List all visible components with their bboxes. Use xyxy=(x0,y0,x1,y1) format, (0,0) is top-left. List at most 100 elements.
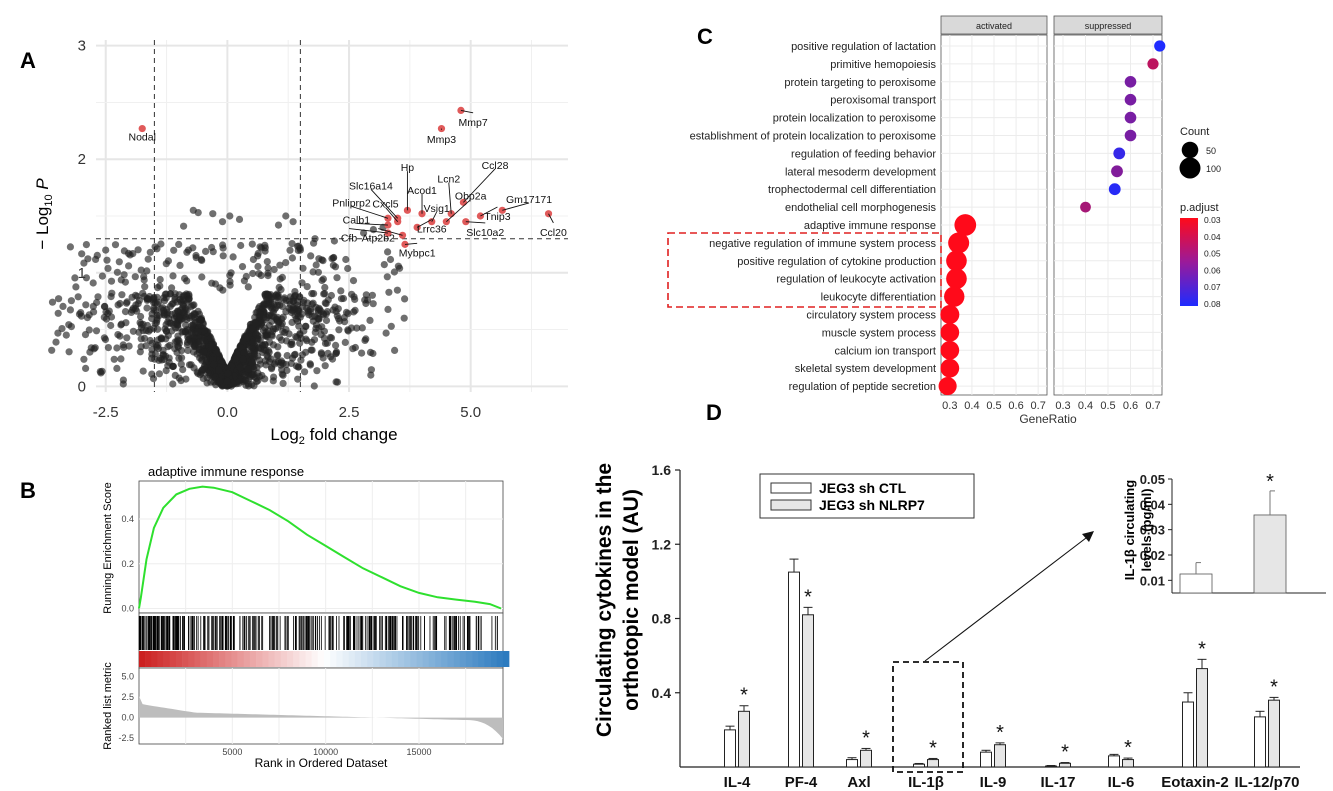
facet-strip-label: suppressed xyxy=(1085,21,1132,31)
dotplot-term-label: leukocyte differentiation xyxy=(821,292,936,304)
volcano-x-tick-label: 0.0 xyxy=(217,404,238,421)
volcano-point xyxy=(274,343,282,351)
volcano-point xyxy=(219,286,227,294)
gsea-heat-cell xyxy=(323,651,331,667)
volcano-y-tick-label: 1 xyxy=(78,265,86,282)
facet-strip xyxy=(940,15,1048,35)
gsea-metric-panel xyxy=(138,667,504,745)
volcano-point xyxy=(148,370,156,378)
gsea-title: adaptive immune response xyxy=(148,464,304,479)
volcano-gene-label: Mybpc1 xyxy=(399,247,436,259)
gsea-x-tick: 10000 xyxy=(313,747,338,757)
volcano-label-connector xyxy=(385,207,399,222)
dotplot-x-label: GeneRatio xyxy=(1019,412,1077,426)
volcano-point xyxy=(252,330,260,338)
cytokine-category-label: Axl xyxy=(847,774,870,791)
gsea-x-tick: 15000 xyxy=(406,747,431,757)
gsea-heat-cell xyxy=(484,651,491,667)
volcano-point xyxy=(239,355,247,363)
volcano-point xyxy=(289,218,297,226)
volcano-point xyxy=(168,327,176,335)
gsea-heat-cell xyxy=(404,651,411,667)
cytokine-significance-star: * xyxy=(1198,638,1206,660)
volcano-point xyxy=(131,273,139,281)
volcano-point xyxy=(361,296,369,304)
volcano-point xyxy=(143,321,152,330)
volcano-point xyxy=(273,301,281,309)
volcano-point xyxy=(89,279,97,287)
volcano-point xyxy=(297,356,305,364)
volcano-point xyxy=(162,367,170,375)
volcano-point xyxy=(310,382,318,390)
volcano-point xyxy=(278,370,286,378)
cytokine-bar xyxy=(738,710,750,768)
dotplot-x-ticks: 0.3 0.4 0.5 0.6 0.7 0.3 0.4 0.5 0.6 0.7 xyxy=(942,400,1160,412)
volcano-point xyxy=(177,298,185,306)
cytokine-category-label: IL-6 xyxy=(1108,774,1135,791)
volcano-point xyxy=(320,290,328,298)
volcano-point xyxy=(278,320,286,328)
dotplot-term-label: adaptive immune response xyxy=(804,220,936,232)
volcano-point xyxy=(248,381,256,389)
volcano-point xyxy=(113,344,121,352)
volcano-label-connector xyxy=(465,221,486,224)
inset-y-tick-label: 0.05 xyxy=(1140,472,1165,487)
gsea-heat-cell xyxy=(138,651,146,667)
legend-box xyxy=(759,473,975,519)
volcano-point xyxy=(91,344,99,352)
cytokine-significance-star: * xyxy=(740,685,748,707)
volcano-point xyxy=(169,380,177,388)
gsea-heat-cell xyxy=(175,651,183,667)
volcano-point xyxy=(314,268,322,276)
volcano-point xyxy=(333,378,342,386)
volcano-point xyxy=(80,355,88,363)
volcano-point xyxy=(329,261,337,269)
volcano-point xyxy=(185,314,193,322)
volcano-point xyxy=(188,321,196,330)
volcano-point xyxy=(332,341,340,349)
volcano-gene-label: Acod1 xyxy=(407,185,437,197)
gsea-heat-cell xyxy=(361,651,368,667)
inset-y-tick-label: 0.04 xyxy=(1140,497,1166,512)
volcano-label-connector xyxy=(416,219,432,228)
volcano-point xyxy=(380,261,388,269)
volcano-label-connector xyxy=(348,228,389,234)
volcano-point xyxy=(305,311,313,319)
volcano-point xyxy=(113,364,121,372)
size-legend-dot xyxy=(1179,157,1201,179)
volcano-y-tick-label: 3 xyxy=(78,38,86,55)
volcano-point xyxy=(384,248,392,256)
volcano-point xyxy=(153,245,161,253)
volcano-point xyxy=(203,374,211,382)
gsea-heat-cell xyxy=(428,651,436,667)
volcano-label-connector xyxy=(448,182,452,214)
volcano-label-connector xyxy=(351,205,389,219)
volcano-label-connector xyxy=(404,242,418,245)
gsea-heat-cell xyxy=(200,651,208,667)
volcano-gene-label: Hp xyxy=(401,162,415,174)
volcano-point xyxy=(298,351,306,359)
volcano-point xyxy=(202,247,210,255)
gsea-heat-cell xyxy=(194,651,201,667)
volcano-point-significant xyxy=(138,124,146,133)
volcano-point xyxy=(282,259,290,267)
volcano-point xyxy=(278,336,286,344)
dotplot-point xyxy=(1080,201,1091,213)
volcano-point xyxy=(107,321,115,330)
volcano-point xyxy=(242,272,250,281)
cytokine-bar xyxy=(913,763,925,768)
volcano-point xyxy=(321,362,329,370)
gsea-heat-cell xyxy=(354,651,362,667)
volcano-gene-label: Nodal xyxy=(129,132,156,144)
cytokine-significance-star: * xyxy=(996,722,1004,744)
gsea-heat-cell xyxy=(286,651,294,667)
volcano-point xyxy=(82,274,90,282)
volcano-point xyxy=(384,305,392,313)
volcano-point xyxy=(292,315,300,323)
gsea-es-y-label: Running Enrichment Score xyxy=(102,482,114,613)
volcano-point xyxy=(226,212,234,220)
volcano-point xyxy=(155,298,163,306)
volcano-point xyxy=(339,294,348,303)
gsea-heat-cell xyxy=(348,651,356,667)
